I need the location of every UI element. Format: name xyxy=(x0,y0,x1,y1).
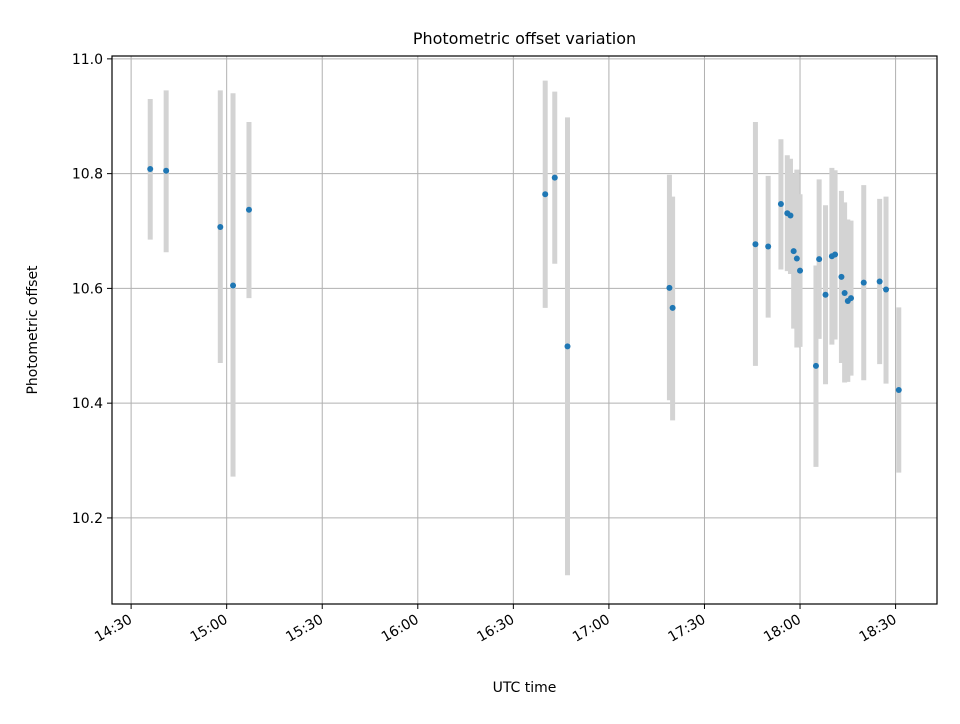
y-tick-label: 10.6 xyxy=(72,281,103,297)
data-point xyxy=(895,386,902,393)
y-axis-ticks: 10.2 10.4 10.6 10.8 11.0 xyxy=(72,52,112,527)
y-tick-label: 11.0 xyxy=(72,52,103,68)
data-point xyxy=(230,282,237,289)
y-axis-label: Photometric offset xyxy=(25,265,41,395)
data-point xyxy=(822,291,829,298)
data-point xyxy=(542,191,549,198)
x-axis-label: UTC time xyxy=(493,680,557,696)
plot-frame xyxy=(111,55,938,605)
data-point xyxy=(793,255,800,262)
data-point xyxy=(860,279,867,286)
data-point xyxy=(832,251,839,258)
data-point xyxy=(765,243,772,250)
data-point xyxy=(666,284,673,291)
data-point xyxy=(816,256,823,263)
data-point xyxy=(812,362,819,369)
data-point xyxy=(797,267,804,274)
data-point xyxy=(551,174,558,181)
data-point xyxy=(876,278,883,285)
grid-lines xyxy=(112,56,937,604)
data-point xyxy=(838,273,845,280)
data-point xyxy=(790,248,797,255)
data-point xyxy=(564,343,571,350)
y-tick-label: 10.4 xyxy=(72,396,103,412)
data-point xyxy=(669,304,676,311)
data-point xyxy=(777,201,784,208)
data-point xyxy=(787,212,794,219)
data-point xyxy=(752,241,759,248)
data-point xyxy=(883,286,890,293)
data-point xyxy=(163,167,170,174)
y-tick-label: 10.8 xyxy=(72,167,103,183)
data-point xyxy=(841,289,848,296)
data-point xyxy=(147,166,154,173)
data-point xyxy=(217,223,224,230)
chart-title: Photometric offset variation xyxy=(413,29,636,48)
y-tick-label: 10.2 xyxy=(72,511,103,527)
data-point xyxy=(847,295,854,302)
data-point xyxy=(245,206,252,213)
data-points xyxy=(147,166,902,393)
